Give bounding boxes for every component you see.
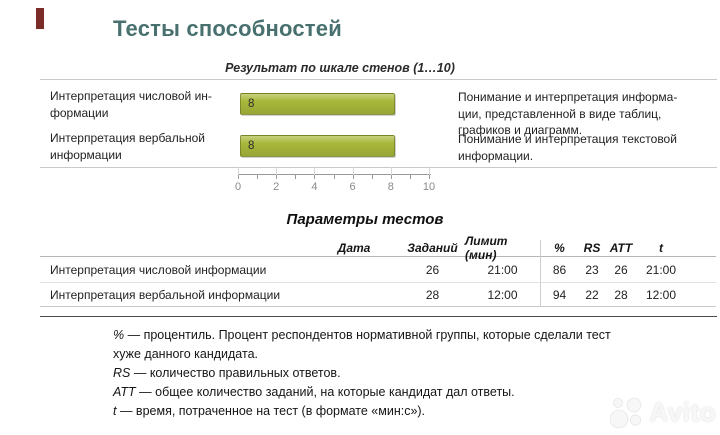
axis-tick-label: 6 — [349, 181, 356, 193]
avito-logo-icon — [610, 397, 642, 429]
table-cell-date — [308, 283, 400, 307]
footnote-symbol: RS — [113, 366, 131, 380]
table-cell-rs: 23 — [578, 257, 606, 283]
footnote-divider — [40, 316, 717, 317]
table-header-filler — [686, 240, 716, 257]
footnote-symbol: t — [113, 404, 117, 418]
footnote: RS — количество правильных ответов. — [113, 364, 629, 383]
table-cell-att: 28 — [606, 283, 636, 307]
table-cell-filler — [686, 257, 716, 283]
test-name-label: Интерпретация числовой ин- формации — [50, 89, 212, 120]
page-title: Тесты способностей — [113, 16, 342, 41]
params-table: Дата Заданий Лимит (мин)% RS ATT t Интерпретац… — [40, 234, 716, 307]
table-cell-limit: 21:00 — [465, 257, 540, 283]
test-description: Понимание и интерпретация текстовой инфо… — [458, 132, 677, 163]
axis-tick — [371, 175, 373, 179]
axis-tick-label: 4 — [311, 181, 318, 193]
footnote-text: — процентиль. Процент респондентов норма… — [113, 328, 611, 361]
axis-tick — [276, 175, 278, 179]
axis-gridline — [352, 167, 354, 175]
axis-tick — [429, 175, 430, 179]
table-header-date: Дата — [308, 240, 400, 257]
table-cell-percent: 94 — [540, 283, 578, 307]
footnote-text: — общее количество заданий, на которые к… — [135, 385, 515, 399]
axis-tick — [295, 175, 297, 179]
axis-tick-label: 0 — [234, 181, 242, 193]
table-cell-percent: 86 — [540, 257, 578, 283]
test-description: Понимание и интерпретация информа- ции, … — [458, 90, 678, 137]
table-cell-limit: 12:00 — [465, 283, 540, 307]
axis-tick — [352, 175, 354, 179]
axis-gridline — [390, 167, 392, 175]
table-header-rs: RS — [578, 240, 606, 257]
axis-tick — [314, 175, 316, 179]
sten-axis: 0 2 4 6 8 10 — [235, 167, 435, 193]
table-header-att: ATT — [606, 240, 636, 257]
ability-rows: Интерпретация числовой ин- формации 8 Пони… — [40, 86, 716, 170]
footnote-text: — количество правильных ответов. — [130, 366, 341, 380]
footnotes: % — процентиль. Процент респондентов нор… — [113, 326, 629, 421]
table-cell-filler — [686, 283, 716, 307]
score-bar: 8 — [240, 93, 395, 115]
ability-row: Интерпретация вербальной информации 8 Пони… — [40, 128, 716, 170]
table-cell-rs: 22 — [578, 283, 606, 307]
table-cell-date — [308, 257, 400, 283]
score-bar: 8 — [240, 135, 395, 157]
table-header-tasks: Заданий — [400, 240, 465, 257]
table-cell-t: 12:00 — [636, 283, 686, 307]
axis-gridline — [429, 167, 430, 175]
table-header-percent: % — [540, 240, 578, 257]
footnote-symbol: % — [113, 328, 125, 342]
table-header-limit: Лимит (мин) — [465, 234, 540, 262]
accent-bar — [36, 8, 44, 29]
test-name-label: Интерпретация вербальной информации — [50, 131, 205, 162]
table-cell-att: 26 — [606, 257, 636, 283]
top-divider — [40, 79, 717, 80]
avito-logo-text: Avito — [649, 396, 716, 427]
axis-tick-label: 10 — [422, 181, 436, 193]
axis-tick — [333, 175, 335, 179]
ability-row: Интерпретация числовой ин- формации 8 Пони… — [40, 86, 716, 137]
footnote-text: — время, потраченное на тест (в формате … — [116, 404, 426, 418]
axis-gridline — [238, 167, 239, 175]
footnote: ATT — общее количество заданий, на котор… — [113, 383, 629, 402]
table-cell-name: Интерпретация числовой информации — [40, 257, 308, 283]
axis-tick-label: 8 — [387, 181, 394, 193]
params-title: Параметры тестов — [286, 211, 444, 228]
footnote: % — процентиль. Процент респондентов нор… — [113, 326, 629, 364]
axis-tick — [390, 175, 392, 179]
axis-tick — [238, 175, 239, 179]
table-cell-tasks: 28 — [400, 283, 465, 307]
axis-tick — [409, 175, 411, 179]
axis-gridline — [314, 167, 316, 175]
axis-gridline — [276, 167, 278, 175]
table-header-empty — [40, 240, 308, 257]
table-header-t: t — [636, 240, 686, 257]
score-value: 8 — [248, 140, 255, 152]
score-value: 8 — [248, 98, 255, 110]
axis-tick — [257, 175, 259, 179]
footnote-symbol: ATT — [113, 385, 136, 399]
table-cell-tasks: 26 — [400, 257, 465, 283]
axis-tick-label: 2 — [273, 181, 280, 193]
table-cell-t: 21:00 — [636, 257, 686, 283]
avito-watermark: Avito — [610, 393, 716, 431]
chart-subtitle: Результат по шкале стенов (1…10) — [225, 61, 455, 75]
table-cell-name: Интерпретация вербальной информации — [40, 283, 308, 307]
footnote: t — время, потраченное на тест (в формат… — [113, 402, 629, 421]
chart-bottom-divider — [40, 167, 717, 168]
